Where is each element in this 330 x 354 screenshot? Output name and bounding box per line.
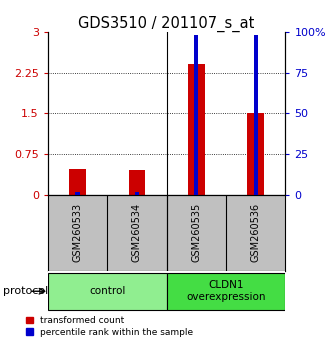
- Title: GDS3510 / 201107_s_at: GDS3510 / 201107_s_at: [79, 16, 255, 32]
- Bar: [135, 192, 139, 195]
- Bar: [76, 192, 80, 195]
- Text: CLDN1
overexpression: CLDN1 overexpression: [186, 280, 266, 302]
- Text: control: control: [89, 286, 125, 296]
- Bar: [129, 170, 145, 195]
- Text: GSM260536: GSM260536: [251, 203, 261, 262]
- Text: protocol: protocol: [3, 286, 49, 296]
- Bar: [248, 113, 264, 195]
- FancyBboxPatch shape: [167, 273, 285, 310]
- Bar: [254, 35, 258, 195]
- Legend: transformed count, percentile rank within the sample: transformed count, percentile rank withi…: [24, 314, 195, 339]
- FancyBboxPatch shape: [48, 273, 167, 310]
- Bar: [69, 169, 86, 195]
- Text: GSM260533: GSM260533: [73, 203, 82, 262]
- Bar: [194, 35, 198, 195]
- Bar: [188, 64, 205, 195]
- Text: GSM260535: GSM260535: [191, 203, 201, 262]
- Text: GSM260534: GSM260534: [132, 203, 142, 262]
